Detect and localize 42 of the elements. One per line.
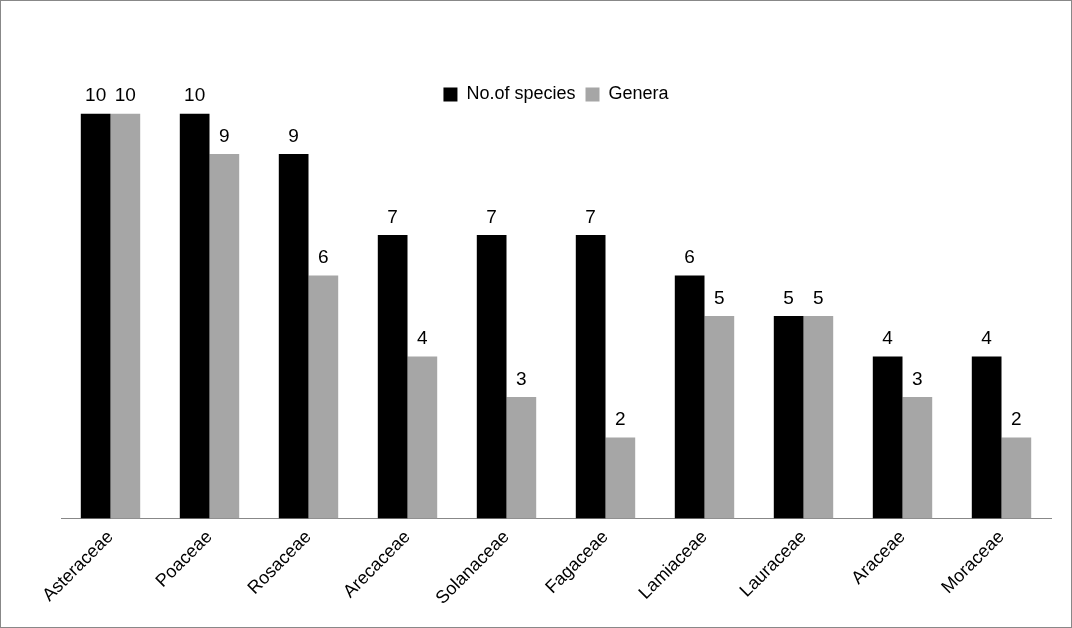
bar <box>674 275 705 519</box>
bar <box>575 234 606 519</box>
data-label: 2 <box>615 408 626 430</box>
data-label: 5 <box>714 286 725 308</box>
legend-label: Genera <box>608 83 670 104</box>
data-label: 9 <box>288 124 299 146</box>
data-label: 6 <box>318 246 329 268</box>
bar <box>377 234 408 519</box>
bar <box>1001 437 1032 519</box>
data-label: 6 <box>684 246 695 268</box>
data-label: 3 <box>516 367 527 389</box>
bar <box>110 113 141 519</box>
bar <box>179 113 210 519</box>
bar <box>773 315 804 519</box>
data-label: 7 <box>486 205 497 227</box>
data-label: 4 <box>417 327 429 349</box>
bar <box>506 396 537 519</box>
bar <box>872 356 903 519</box>
bar <box>902 396 933 519</box>
data-label: 10 <box>85 84 107 106</box>
bar <box>605 437 636 519</box>
data-label: 3 <box>912 367 923 389</box>
data-label: 7 <box>387 205 398 227</box>
data-label: 10 <box>114 84 136 106</box>
data-label: 9 <box>219 124 230 146</box>
bar <box>407 356 438 519</box>
data-label: 4 <box>882 327 894 349</box>
data-label: 10 <box>184 84 206 106</box>
data-label: 2 <box>1011 408 1022 430</box>
bar <box>278 153 309 519</box>
bar <box>209 153 240 519</box>
bar <box>704 315 735 519</box>
data-label: 7 <box>585 205 596 227</box>
data-label: 5 <box>813 286 824 308</box>
bar <box>803 315 834 519</box>
bar <box>476 234 507 519</box>
bar <box>80 113 111 519</box>
data-label: 5 <box>783 286 794 308</box>
data-label: 4 <box>981 327 993 349</box>
bar <box>308 275 339 519</box>
legend-label: No.of species <box>466 83 576 104</box>
bar <box>971 356 1002 519</box>
